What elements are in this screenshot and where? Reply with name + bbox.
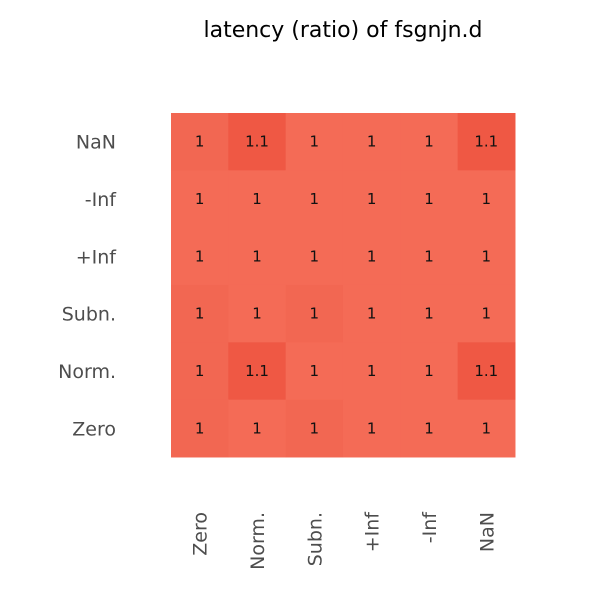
chart-title: latency (ratio) of fsgnjn.d: [203, 18, 483, 43]
heatmap-cell: [171, 227, 229, 286]
heatmap-cell: [285, 284, 344, 343]
heatmap-cell: [228, 227, 287, 286]
cell-value-label: 1: [367, 419, 377, 437]
heatmap-cell: [342, 113, 401, 171]
x-tick-label: Subn.: [304, 512, 326, 566]
y-tick-label: Zero: [72, 418, 116, 440]
cell-value-label: 1: [252, 190, 262, 208]
heatmap-cell: [171, 342, 229, 401]
heatmap-cell: [228, 399, 287, 458]
cell-value-label: 1: [424, 419, 434, 437]
heatmap-cell: [457, 399, 516, 458]
x-tick-label: Zero: [190, 512, 212, 556]
x-tick-label: +Inf: [362, 511, 384, 553]
heatmap-cell: [342, 284, 401, 343]
heatmap-cell: [171, 113, 229, 171]
heatmap-cell: [342, 342, 401, 401]
cell-value-label: 1: [310, 190, 320, 208]
cell-value-label: 1: [482, 190, 492, 208]
cell-value-label: 1: [424, 247, 434, 265]
cell-value-label: 1: [310, 362, 320, 380]
cell-value-label: 1: [367, 133, 377, 151]
heatmap-cell: [457, 342, 516, 401]
cell-value-label: 1.1: [474, 133, 498, 151]
cell-value-label: 1: [195, 419, 205, 437]
heatmap-cell: [228, 113, 287, 171]
cell-value-label: 1: [424, 305, 434, 323]
cell-value-label: 1: [367, 305, 377, 323]
heatmap-cell: [342, 170, 401, 229]
cell-value-label: 1.1: [245, 133, 269, 151]
cell-value-label: 1: [195, 362, 205, 380]
heatmap-cell: [457, 227, 516, 286]
cell-value-label: 1: [310, 247, 320, 265]
cell-value-label: 1: [424, 133, 434, 151]
heatmap-cell: [400, 342, 459, 401]
heatmap-cell: [285, 113, 344, 171]
heatmap-cell: [457, 284, 516, 343]
cell-value-label: 1: [424, 190, 434, 208]
heatmap-cell: [285, 342, 344, 401]
cell-value-label: 1.1: [474, 362, 498, 380]
heatmap-cell: [400, 170, 459, 229]
y-tick-label: Norm.: [58, 361, 116, 383]
heatmap-cell: [285, 227, 344, 286]
y-tick-label: Subn.: [62, 304, 116, 326]
cell-value-label: 1: [310, 133, 320, 151]
cell-value-label: 1: [424, 362, 434, 380]
cell-value-label: 1: [367, 362, 377, 380]
cell-value-label: 1: [195, 190, 205, 208]
y-tick-label: +Inf: [76, 246, 118, 268]
cell-value-label: 1: [252, 247, 262, 265]
heatmap-cell: [171, 399, 229, 458]
y-tick-label: NaN: [76, 132, 116, 154]
heatmap-cell: [342, 227, 401, 286]
cell-value-label: 1: [482, 305, 492, 323]
cell-value-label: 1: [195, 305, 205, 323]
x-tick-label: -Inf: [419, 511, 441, 544]
cell-value-label: 1: [252, 419, 262, 437]
heatmap-cell: [342, 399, 401, 458]
heatmap-cell: [285, 399, 344, 458]
cell-value-label: 1: [310, 419, 320, 437]
x-tick-label: NaN: [476, 512, 498, 552]
heatmap-cell: [228, 284, 287, 343]
x-tick-label: Norm.: [247, 512, 269, 570]
heatmap-cell: [400, 227, 459, 286]
cell-value-label: 1: [252, 305, 262, 323]
heatmap-cell: [285, 170, 344, 229]
heatmap-cell: [400, 399, 459, 458]
heatmap-cell: [228, 342, 287, 401]
y-tick-label: -Inf: [85, 189, 118, 211]
cell-value-label: 1: [310, 305, 320, 323]
heatmap-cell: [228, 170, 287, 229]
heatmap-cell: [400, 284, 459, 343]
heatmap-cell: [171, 170, 229, 229]
cell-value-label: 1: [195, 247, 205, 265]
cell-value-label: 1: [482, 247, 492, 265]
heatmap-cell: [400, 113, 459, 171]
cell-value-label: 1: [367, 247, 377, 265]
heatmap-cell: [457, 113, 516, 171]
heatmap-cell: [171, 284, 229, 343]
cell-value-label: 1: [367, 190, 377, 208]
heatmap-cell: [457, 170, 516, 229]
cell-value-label: 1.1: [245, 362, 269, 380]
cell-value-label: 1: [482, 419, 492, 437]
cell-value-label: 1: [195, 133, 205, 151]
